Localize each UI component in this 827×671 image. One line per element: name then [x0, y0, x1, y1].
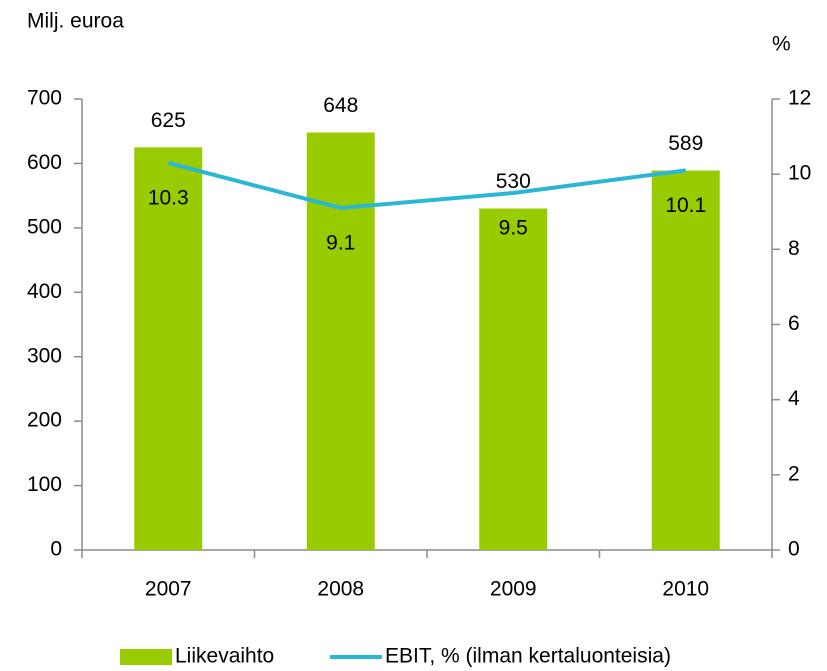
y2-tick-label: 12	[788, 87, 811, 110]
y-tick-label: 500	[27, 215, 62, 238]
line-value-label: 10.3	[148, 186, 189, 209]
y2-tick-label: 8	[788, 237, 800, 260]
bar-value-label: 648	[323, 94, 358, 117]
y2-tick-label: 10	[788, 162, 811, 185]
line-value-label: 9.5	[499, 217, 528, 240]
y-tick-label: 0	[50, 538, 62, 561]
y-tick-label: 100	[27, 473, 62, 496]
y-tick-label: 300	[27, 344, 62, 367]
legend-label: Liikevaihto	[175, 645, 274, 668]
y2-axis-title: %	[772, 33, 791, 56]
y-tick-label: 200	[27, 409, 62, 432]
y2-tick-label: 0	[788, 538, 800, 561]
y-axis-title: Milj. euroa	[27, 10, 124, 33]
bar-value-label: 589	[668, 132, 703, 155]
line	[167, 160, 687, 210]
y-tick-label: 400	[27, 280, 62, 303]
y2-tick-label: 2	[788, 462, 800, 485]
bar	[479, 208, 548, 550]
y2-tick-label: 4	[788, 387, 800, 410]
bar	[651, 170, 720, 550]
x-tick-label: 2010	[662, 578, 709, 601]
line-value-label: 10.1	[665, 194, 706, 217]
y-tick-label: 600	[27, 151, 62, 174]
bar-value-label: 530	[496, 170, 531, 193]
legend-label: EBIT, % (ilman kertaluonteisia)	[385, 645, 671, 668]
legend-swatch	[120, 649, 172, 665]
y-tick-label: 700	[27, 87, 62, 110]
bar	[134, 147, 203, 551]
line-value-label: 9.1	[326, 232, 355, 255]
bar	[306, 132, 375, 550]
x-tick-label: 2009	[490, 578, 537, 601]
bar-value-label: 625	[151, 109, 186, 132]
x-tick-label: 2008	[317, 578, 364, 601]
x-tick-label: 2007	[145, 578, 192, 601]
y2-tick-label: 6	[788, 312, 800, 335]
